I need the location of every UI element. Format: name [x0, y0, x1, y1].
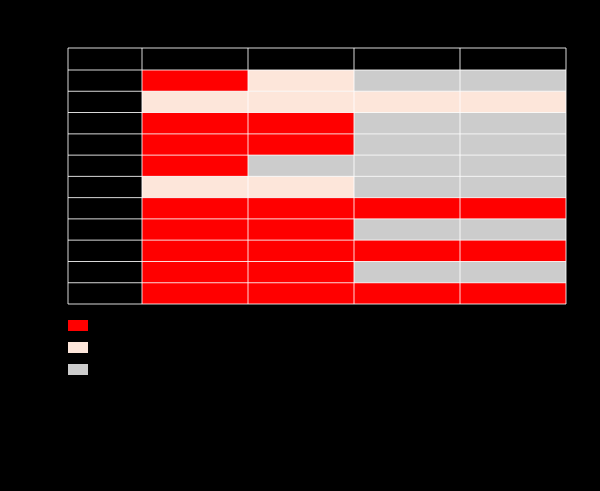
heatmap-cell	[460, 261, 566, 283]
heatmap-cell	[354, 197, 460, 219]
heatmap-cell	[354, 112, 460, 134]
heatmap-cell	[460, 70, 566, 92]
heatmap-cell	[142, 91, 248, 113]
heatmap-cell	[248, 112, 354, 134]
legend-swatch	[68, 320, 88, 331]
heatmap-cell	[460, 282, 566, 304]
legend-entry	[68, 342, 88, 353]
heatmap-cell	[142, 176, 248, 198]
heatmap-cell	[142, 218, 248, 241]
heatmap-cell	[354, 91, 460, 113]
heatmap-cell	[142, 240, 248, 262]
heatmap-cell	[142, 112, 248, 134]
heatmap-cell	[460, 240, 566, 262]
heatmap-cell	[142, 282, 248, 304]
heatmap-cell	[354, 240, 460, 262]
heatmap-cell	[142, 261, 248, 283]
heatmap-cell	[354, 70, 460, 92]
heatmap-cells	[142, 70, 566, 304]
heatmap-cell	[248, 261, 354, 283]
heatmap-cell	[248, 197, 354, 219]
legend-entry	[68, 320, 88, 331]
legend-swatch	[68, 364, 88, 375]
heatmap-cell	[460, 133, 566, 156]
heatmap-cell	[354, 261, 460, 283]
heatmap-cell	[354, 282, 460, 304]
heatmap-cell	[248, 91, 354, 113]
heatmap-cell	[248, 70, 354, 92]
heatmap-cell	[248, 176, 354, 198]
heatmap-cell	[460, 112, 566, 134]
heatmap-cell	[460, 197, 566, 219]
heatmap-cell	[354, 218, 460, 241]
heatmap-cell	[142, 133, 248, 156]
heatmap-cell	[248, 155, 354, 177]
heatmap-cell	[142, 197, 248, 219]
legend	[68, 320, 88, 375]
legend-entry	[68, 364, 88, 375]
heatmap-cell	[354, 133, 460, 156]
heatmap-cell	[354, 155, 460, 177]
heatmap-cell	[460, 91, 566, 113]
heatmap-cell	[248, 282, 354, 304]
heatmap-cell	[142, 155, 248, 177]
heatmap-cell	[460, 155, 566, 177]
heatmap-cell	[248, 218, 354, 241]
heatmap-cell	[460, 218, 566, 241]
legend-swatch	[68, 342, 88, 353]
heatmap-cell	[460, 176, 566, 198]
heatmap-cell	[248, 133, 354, 156]
heatmap-cell	[142, 70, 248, 92]
gridlines	[68, 47, 567, 305]
heatmap-cell	[248, 240, 354, 262]
heatmap-cell	[354, 176, 460, 198]
